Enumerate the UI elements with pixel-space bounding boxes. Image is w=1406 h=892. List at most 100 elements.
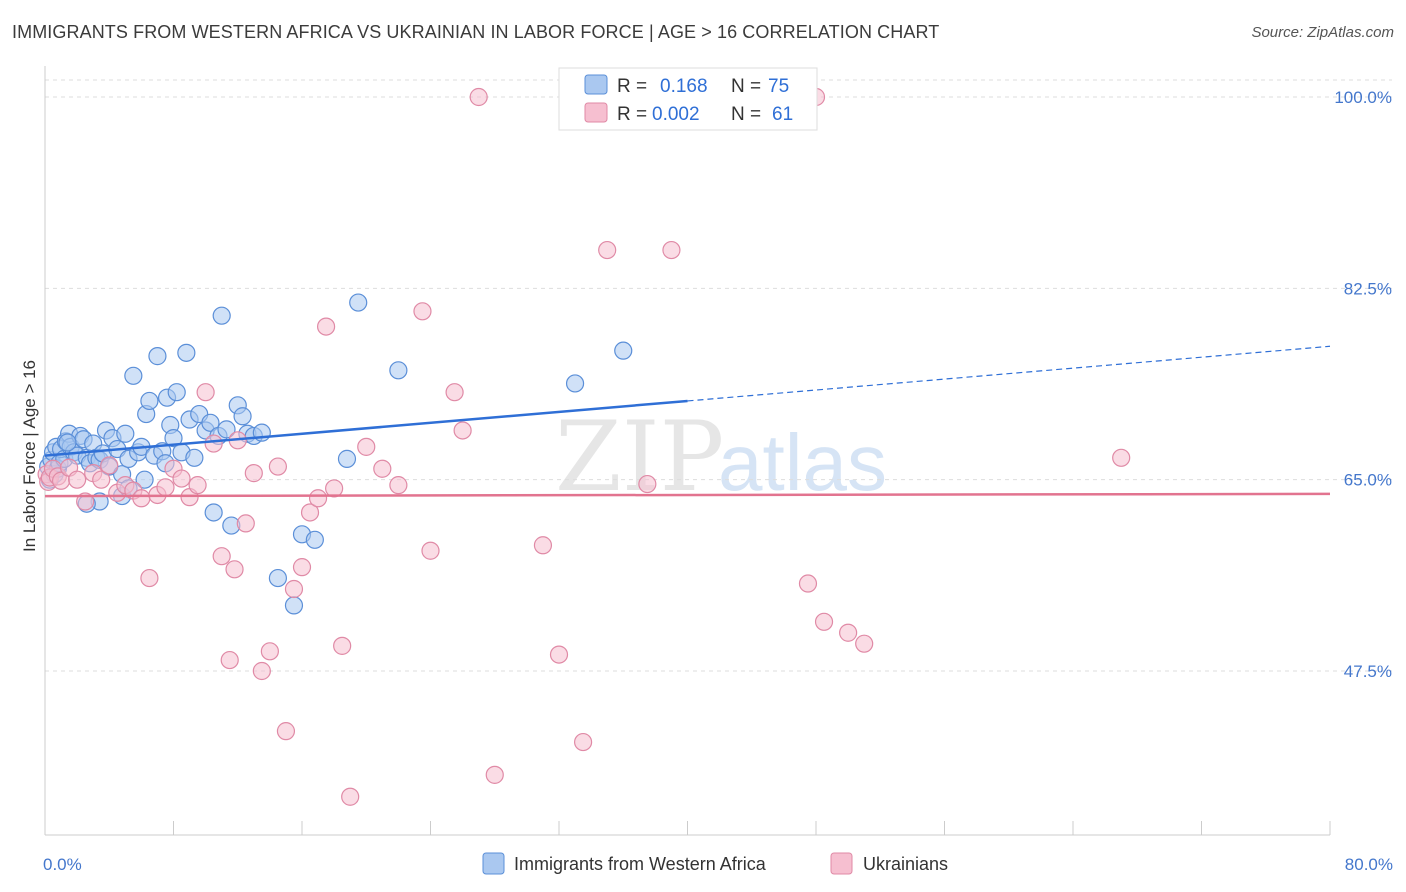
pink-point [325, 479, 344, 498]
y-tick-label: 82.5% [1344, 279, 1392, 298]
blue-point [140, 391, 159, 411]
blue-point [201, 413, 220, 432]
pink-point [100, 456, 119, 475]
pink-point [204, 434, 223, 453]
pink-point [598, 240, 617, 260]
watermark-atlas: atlas [718, 418, 887, 507]
trend-layer [44, 345, 1331, 498]
pink-point [132, 489, 151, 508]
pink-point [260, 642, 279, 661]
pink-point [268, 457, 288, 476]
pink-point [469, 87, 488, 107]
pink-point [92, 470, 111, 489]
blue-point [148, 347, 167, 366]
chart-title: IMMIGRANTS FROM WESTERN AFRICA VS UKRAIN… [12, 22, 940, 42]
pink-points [37, 87, 1131, 806]
pink-point [225, 560, 244, 579]
source-credit: Source: ZipAtlas.com [1251, 24, 1394, 41]
pink-point [220, 650, 239, 670]
pink-point [533, 536, 553, 555]
blue-point [212, 306, 231, 325]
blue-point [217, 420, 236, 439]
blue-point [124, 366, 143, 385]
blue-point [164, 429, 183, 448]
pink-point [357, 437, 376, 456]
pink-point [76, 492, 95, 511]
bottom-legend-swatch-pink [830, 852, 853, 875]
blue-point [135, 470, 154, 489]
pink-point [300, 503, 320, 522]
pink-point [140, 568, 159, 588]
legend-r-label-1: R = [617, 104, 647, 125]
legend: R = 0.168 N = 75 R = 0.002 N = 61 [558, 67, 818, 131]
pink-point [188, 476, 207, 495]
bottom-legend-label-blue: Immigrants from Western Africa [514, 854, 767, 874]
pink-point [453, 421, 472, 440]
pink-point [244, 464, 263, 483]
pink-point [445, 383, 464, 402]
legend-n-value-0: 75 [768, 76, 789, 97]
pink-point [485, 765, 504, 784]
bottom-legend: Immigrants from Western Africa Ukrainian… [482, 852, 948, 875]
legend-swatch-blue [584, 74, 608, 95]
blue-point [185, 448, 204, 467]
pink-point [814, 612, 834, 631]
blue-point [565, 374, 585, 393]
pink-point [316, 317, 336, 336]
legend-n-label-0: N = [731, 76, 761, 97]
pink-point [333, 636, 352, 655]
pink-point [1112, 448, 1131, 467]
blue-point [337, 449, 357, 468]
blue-point [305, 530, 324, 549]
pink-point [196, 383, 215, 402]
blue-point [614, 341, 633, 360]
blue-point [167, 383, 186, 402]
blue-point [349, 293, 368, 312]
pink-point [839, 623, 858, 642]
blue-point [268, 568, 288, 588]
bottom-legend-label-pink: Ukrainians [863, 854, 948, 874]
bottom-legend-swatch-blue [482, 852, 505, 875]
pink-point [573, 732, 593, 752]
blue-trend-line [44, 399, 688, 457]
legend-r-value-1: 0.002 [652, 104, 700, 125]
blue-points [39, 293, 633, 615]
blue-point [204, 503, 223, 522]
pink-point [855, 634, 874, 653]
blue-point [58, 433, 77, 452]
pink-point [662, 240, 681, 260]
pink-point [172, 469, 191, 488]
pink-point [341, 787, 360, 806]
pink-point [68, 470, 87, 489]
pink-point [156, 478, 175, 497]
grid-layer [45, 79, 1392, 672]
pink-trend-line [44, 492, 1331, 498]
legend-r-value-0: 0.168 [660, 76, 708, 97]
legend-swatch-pink [584, 102, 608, 123]
legend-n-value-1: 61 [772, 104, 793, 125]
pink-point [252, 661, 271, 681]
pink-point [638, 474, 657, 494]
x-tick-label-max: 80.0% [1345, 855, 1393, 874]
pink-point [421, 541, 440, 560]
pink-point [284, 579, 304, 599]
y-tick-label: 47.5% [1344, 662, 1392, 681]
pink-point [236, 514, 255, 533]
legend-n-label-1: N = [731, 104, 761, 125]
blue-point [284, 596, 304, 615]
y-axis-label: In Labor Force | Age > 16 [20, 360, 39, 552]
pink-point [549, 645, 569, 664]
legend-r-label-0: R = [617, 76, 647, 97]
pink-point [389, 476, 408, 495]
y-tick-label: 65.0% [1344, 471, 1392, 490]
pink-point [212, 547, 231, 566]
blue-trend-extension [687, 345, 1331, 402]
blue-point [177, 343, 196, 362]
blue-point [116, 424, 135, 443]
x-tick-label-min: 0.0% [43, 855, 82, 874]
pink-point [292, 558, 312, 577]
pink-point [413, 302, 432, 321]
blue-point [389, 361, 408, 380]
pink-point [276, 722, 296, 741]
